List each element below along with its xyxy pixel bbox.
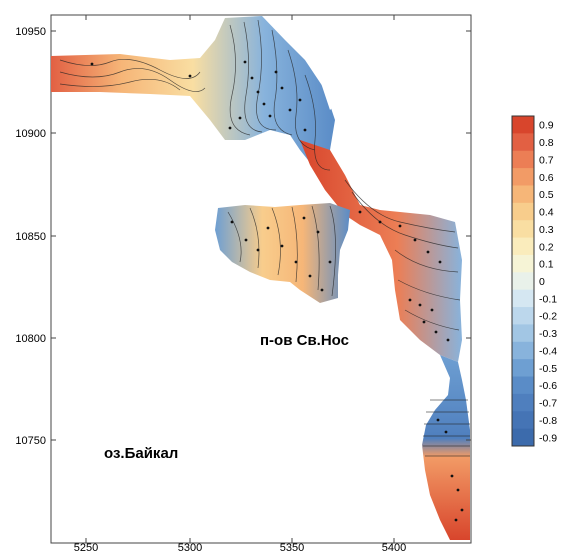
colorbar-label: -0.2 <box>539 311 557 323</box>
colorbar-swatch <box>512 133 534 152</box>
y-tick-label: 10950 <box>15 26 46 38</box>
colorbar-label: 0.4 <box>539 207 554 219</box>
x-tick-label: 5250 <box>74 542 98 553</box>
region-northwest <box>51 16 335 175</box>
colorbar-swatch <box>512 237 534 256</box>
contour-lines <box>59 19 470 457</box>
colorbar-label: -0.3 <box>539 328 557 340</box>
colorbar-swatch <box>512 359 534 378</box>
y-tick-label: 10900 <box>15 128 46 140</box>
colorbar-label: -0.9 <box>539 432 557 444</box>
colorbar-label: -0.6 <box>539 380 557 392</box>
colorbar-label: 0.8 <box>539 137 554 149</box>
colorbar-swatch <box>512 289 534 308</box>
colorbar-label: 0.2 <box>539 241 554 253</box>
colorbar-swatch <box>512 220 534 239</box>
y-tick-label: 10800 <box>15 333 46 345</box>
lake-label: оз.Байкал <box>104 445 178 462</box>
x-tick-label: 5400 <box>382 542 406 553</box>
colorbar-swatch <box>512 428 534 447</box>
contour-regions <box>51 16 470 540</box>
colorbar-swatch <box>512 393 534 412</box>
colorbar-label: 0.7 <box>539 154 554 166</box>
colorbar-swatch <box>512 411 534 430</box>
colorbar-label: -0.8 <box>539 415 557 427</box>
colorbar-swatch <box>512 185 534 204</box>
region-middle <box>215 203 350 303</box>
x-tick-label: 5300 <box>178 542 202 553</box>
colorbar-swatch <box>512 150 534 169</box>
colorbar-label: 0.1 <box>539 259 554 271</box>
axis-ticks <box>51 15 471 543</box>
colorbar-label: 0.5 <box>539 189 554 201</box>
colorbar-swatch <box>512 116 534 134</box>
peninsula-label: п-ов Св.Нос <box>260 332 349 349</box>
colorbar-label: -0.5 <box>539 363 557 375</box>
colorbar-label: 0.9 <box>539 120 554 132</box>
y-tick-label: 10750 <box>15 435 46 447</box>
colorbar-label: 0.6 <box>539 172 554 184</box>
region-south <box>422 355 470 540</box>
x-axis: 5250 5300 5350 5400 <box>74 542 406 553</box>
colorbar-swatch <box>512 341 534 360</box>
colorbar-label: -0.1 <box>539 293 557 305</box>
colorbar-swatch <box>512 254 534 273</box>
colorbar-frame <box>511 115 535 447</box>
colorbar-swatch <box>512 376 534 395</box>
colorbar-swatch <box>512 202 534 221</box>
sample-points <box>90 60 464 522</box>
colorbar-swatch <box>512 324 534 343</box>
colorbar-label: 0 <box>539 276 545 288</box>
colorbar-label: -0.4 <box>539 345 557 357</box>
y-tick-label: 10850 <box>15 231 46 243</box>
x-tick-label: 5350 <box>280 542 304 553</box>
region-east <box>300 140 462 362</box>
colorbar-label: 0.3 <box>539 224 554 236</box>
colorbar: 0.9 0.8 0.7 0.6 0.5 0.4 0.3 0.2 0.1 0 -0.1 -0.2 -0.3… <box>511 115 557 447</box>
colorbar-swatch <box>512 272 534 291</box>
y-axis: 10950 10900 10850 10800 10750 <box>15 26 46 447</box>
colorbar-swatch <box>512 168 534 186</box>
colorbar-swatch <box>512 307 534 325</box>
colorbar-label: -0.7 <box>539 398 557 410</box>
